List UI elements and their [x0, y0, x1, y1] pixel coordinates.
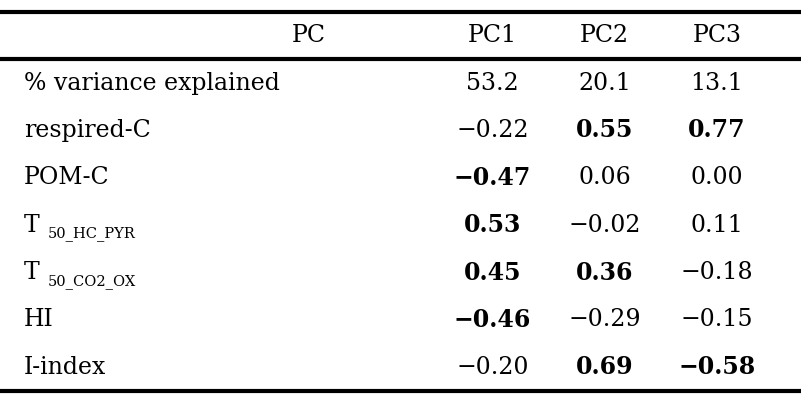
Text: PC: PC [292, 24, 325, 47]
Text: 0.36: 0.36 [576, 260, 634, 285]
Text: 0.69: 0.69 [576, 355, 634, 379]
Text: −0.15: −0.15 [681, 308, 753, 331]
Text: 13.1: 13.1 [690, 72, 743, 95]
Text: 0.06: 0.06 [578, 166, 631, 189]
Text: 53.2: 53.2 [466, 72, 519, 95]
Text: 0.00: 0.00 [690, 166, 743, 189]
Text: 0.77: 0.77 [688, 118, 746, 143]
Text: PC3: PC3 [692, 24, 742, 47]
Text: PC2: PC2 [580, 24, 630, 47]
Text: 0.45: 0.45 [464, 260, 521, 285]
Text: 0.55: 0.55 [576, 118, 634, 143]
Text: −0.02: −0.02 [569, 214, 641, 237]
Text: 0.53: 0.53 [464, 213, 521, 237]
Text: T: T [24, 214, 40, 237]
Text: −0.29: −0.29 [569, 308, 641, 331]
Text: 50_CO2_OX: 50_CO2_OX [48, 274, 136, 289]
Text: −0.58: −0.58 [678, 355, 755, 379]
Text: POM-C: POM-C [24, 166, 110, 189]
Text: −0.20: −0.20 [457, 356, 529, 379]
Text: −0.18: −0.18 [681, 261, 753, 284]
Text: 50_HC_PYR: 50_HC_PYR [48, 226, 136, 241]
Text: % variance explained: % variance explained [24, 72, 280, 95]
Text: HI: HI [24, 308, 54, 331]
Text: PC1: PC1 [468, 24, 517, 47]
Text: I-index: I-index [24, 356, 107, 379]
Text: respired-C: respired-C [24, 119, 151, 142]
Text: 0.11: 0.11 [690, 214, 743, 237]
Text: 20.1: 20.1 [578, 72, 631, 95]
Text: −0.22: −0.22 [457, 119, 529, 142]
Text: −0.46: −0.46 [454, 308, 531, 332]
Text: −0.47: −0.47 [454, 166, 531, 190]
Text: T: T [24, 261, 40, 284]
